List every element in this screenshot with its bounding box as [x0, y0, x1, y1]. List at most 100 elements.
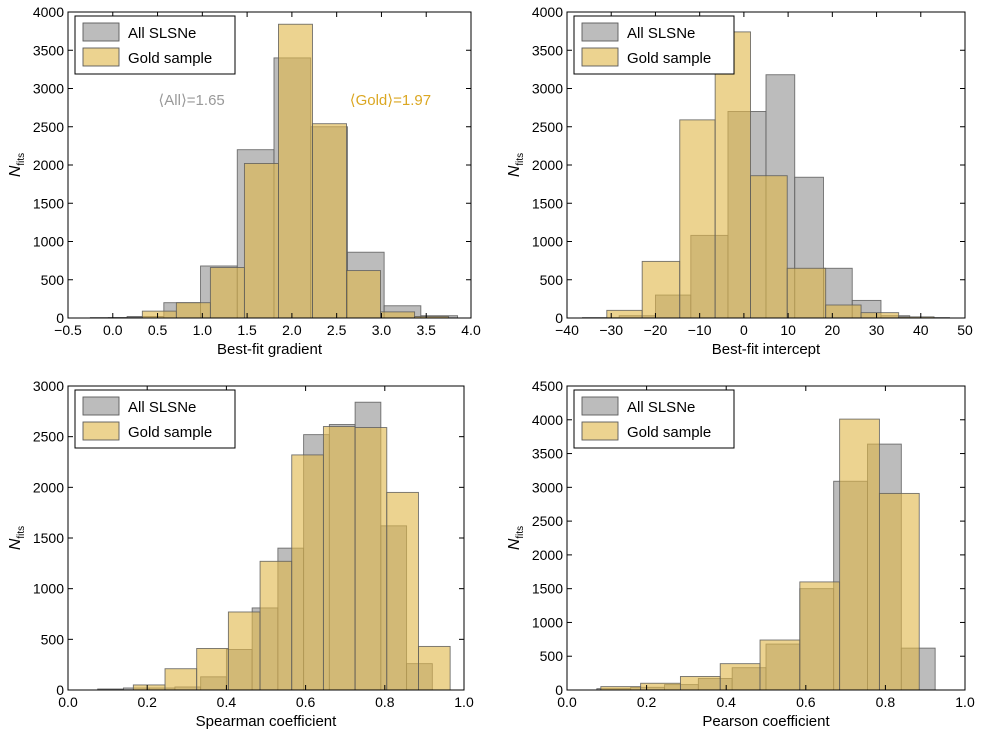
x-axis-label: Best-fit gradient	[217, 341, 323, 358]
y-tick-label: 2000	[532, 547, 563, 563]
y-tick-label: 4000	[532, 412, 563, 428]
histogram-bar	[259, 560, 293, 691]
legend-swatch-all	[82, 22, 120, 42]
y-tick-label: 2000	[33, 157, 64, 173]
x-tick-label: 0.5	[148, 322, 168, 338]
legend-swatch-gold	[82, 421, 120, 441]
histogram-bar	[227, 611, 261, 691]
x-tick-label: 1.0	[454, 694, 474, 710]
x-tick-label: 0.4	[716, 694, 736, 710]
legend-label-all: All SLSNe	[128, 25, 196, 42]
legend-swatch-all	[581, 396, 619, 416]
series-gold-sample	[107, 23, 450, 319]
chart-panel-3: 0.0 0.2 0.4 0.6 0.8 1.0 0 500 1000 1500 2000 2500 30…	[7, 378, 474, 730]
histogram-bar	[714, 31, 751, 319]
y-tick-label: 4000	[33, 4, 64, 20]
legend-swatch-gold	[82, 47, 120, 67]
legend: All SLSNe Gold sample	[74, 389, 236, 449]
x-tick-label: −40	[555, 322, 579, 338]
x-tick-label: 1.0	[193, 322, 213, 338]
y-tick-label: 1500	[532, 581, 563, 597]
histogram-bar	[418, 645, 451, 691]
legend-label-gold: Gold sample	[128, 50, 212, 67]
y-tick-label: 2000	[33, 479, 64, 495]
histogram-bar	[641, 260, 681, 319]
x-tick-label: −10	[688, 322, 712, 338]
x-tick-label: 30	[869, 322, 885, 338]
histogram-bar	[386, 491, 419, 691]
histogram-bar	[606, 309, 643, 319]
x-tick-label: −0.5	[54, 322, 82, 338]
legend-swatch-gold	[581, 421, 619, 441]
histogram-bar	[825, 304, 862, 319]
chart-panel-1: −0.5 0.0 0.5 1.0 1.5 2.0 2.5 3.0 3.5 4.0 0 500 1000 1…	[7, 4, 481, 358]
y-axis-label: Nfits	[7, 153, 27, 177]
x-tick-label: 1.5	[237, 322, 257, 338]
mean-annotation: ⟨Gold⟩=1.97	[350, 92, 431, 109]
y-tick-label: 3000	[33, 378, 64, 394]
x-tick-label: 2.5	[327, 322, 347, 338]
y-tick-label: 2000	[532, 157, 563, 173]
x-tick-label: −30	[599, 322, 623, 338]
histogram-bar	[196, 648, 229, 691]
legend-swatch-all	[82, 396, 120, 416]
x-tick-label: 20	[825, 322, 841, 338]
legend-label-gold: Gold sample	[128, 424, 212, 441]
histogram-bar	[346, 270, 381, 319]
y-tick-label: 3500	[33, 42, 64, 58]
histogram-bar	[312, 123, 347, 319]
histogram-bar	[322, 426, 356, 691]
histogram-bar	[175, 302, 211, 319]
chart-panel-2: −40 −30 −20 −10 0 10 20 30 40 5005001000150020002…	[506, 4, 973, 358]
histogram-bar	[750, 175, 788, 319]
legend: All SLSNe Gold sample	[74, 15, 236, 75]
y-tick-label: 1000	[532, 614, 563, 630]
y-axis-label: Nfits	[7, 526, 27, 550]
histogram-bar	[380, 311, 416, 319]
y-tick-label: 0	[555, 682, 563, 698]
y-tick-label: 2500	[33, 429, 64, 445]
histogram-bar	[209, 267, 245, 319]
histogram-bar	[141, 310, 177, 319]
x-tick-label: 0.2	[137, 694, 157, 710]
x-tick-label: 1.0	[955, 694, 975, 710]
legend-swatch-all	[581, 22, 619, 42]
histogram-bar	[759, 639, 801, 691]
histogram-bar	[600, 686, 642, 691]
mean-annotation: ⟨All⟩=1.65	[158, 92, 224, 109]
y-tick-label: 1000	[33, 581, 64, 597]
x-tick-label: 0.0	[557, 694, 577, 710]
histogram-bar	[878, 492, 920, 691]
x-tick-label: 40	[913, 322, 929, 338]
y-tick-label: 3000	[532, 81, 563, 97]
histogram-bar	[839, 418, 880, 691]
histogram-bar	[243, 163, 279, 319]
y-axis-label: Nfits	[506, 526, 526, 550]
y-tick-label: 500	[41, 631, 65, 647]
y-tick-label: 1500	[33, 195, 64, 211]
y-tick-label: 2500	[33, 119, 64, 135]
y-tick-label: 0	[56, 682, 64, 698]
y-tick-label: 3500	[532, 42, 563, 58]
x-tick-label: 0.2	[637, 694, 657, 710]
legend-label-all: All SLSNe	[627, 399, 695, 416]
x-tick-label: 3.5	[416, 322, 436, 338]
histogram-bar	[132, 684, 166, 691]
histogram-bar	[354, 427, 388, 691]
y-tick-label: 500	[540, 272, 564, 288]
histogram-bar	[860, 312, 900, 319]
x-tick-label: 0.8	[876, 694, 896, 710]
y-tick-label: 500	[540, 648, 564, 664]
histogram-bar	[719, 663, 761, 691]
x-tick-label: 3.0	[372, 322, 392, 338]
x-tick-label: 0.0	[58, 694, 78, 710]
x-tick-label: 2.0	[282, 322, 302, 338]
histogram-bar	[278, 23, 313, 319]
y-tick-label: 1000	[532, 234, 563, 250]
histogram-bar	[679, 119, 716, 319]
x-axis-label: Pearson coefficient	[702, 713, 830, 730]
y-tick-label: 500	[41, 272, 65, 288]
axes-frame	[566, 385, 966, 691]
legend-label-gold: Gold sample	[627, 50, 711, 67]
